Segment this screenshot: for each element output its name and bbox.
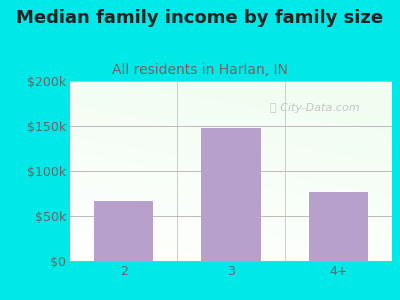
- Bar: [309, 192, 368, 261]
- Bar: [94, 201, 153, 261]
- Bar: [202, 128, 260, 261]
- Text: Median family income by family size: Median family income by family size: [16, 9, 384, 27]
- Text: All residents in Harlan, IN: All residents in Harlan, IN: [112, 63, 288, 77]
- Text: ⓘ City-Data.com: ⓘ City-Data.com: [270, 103, 359, 112]
